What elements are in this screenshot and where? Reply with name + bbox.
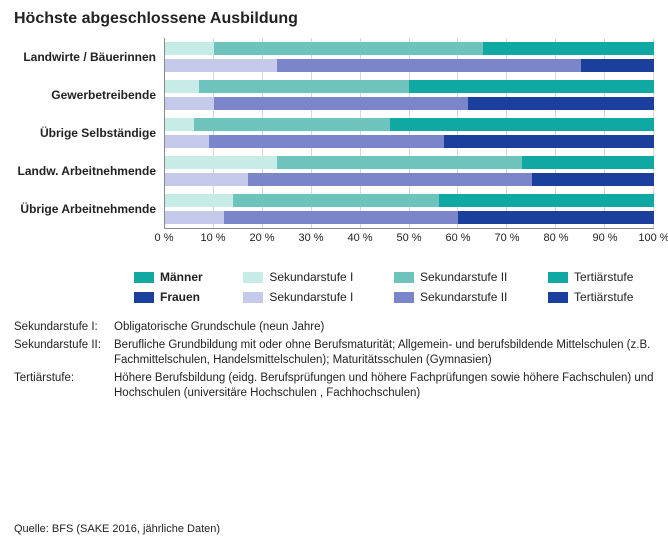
category-label: Gewerbetreibende <box>14 76 156 114</box>
bar-male <box>165 194 654 207</box>
bar-female <box>165 135 654 148</box>
bar-female <box>165 97 654 110</box>
category-label: Landw. Arbeitnehmende <box>14 152 156 190</box>
x-tick: 100 % <box>638 232 668 244</box>
bar-female <box>165 211 654 224</box>
x-tick: 0 % <box>155 232 174 244</box>
bar-group <box>165 114 654 152</box>
bar-female <box>165 59 654 72</box>
category-label: Übrige Arbeitnehmende <box>14 190 156 228</box>
legend-female: Frauen <box>160 290 200 304</box>
legend-f-sek2: Sekundarstufe II <box>420 290 507 304</box>
x-tick: 90 % <box>592 232 617 244</box>
source-text: Quelle: BFS (SAKE 2016, jährliche Daten) <box>14 523 220 535</box>
definition-row: Tertiärstufe:Höhere Berufsbildung (eidg.… <box>14 371 654 402</box>
x-tick: 70 % <box>494 232 519 244</box>
definition-row: Sekundarstufe I:Obligatorische Grundschu… <box>14 320 654 336</box>
legend-m-tert: Tertiärstufe <box>574 270 633 284</box>
y-axis-labels: Landwirte / BäuerinnenGewerbetreibendeÜb… <box>14 38 164 228</box>
bar-group <box>165 152 654 190</box>
definition-row: Sekundarstufe II:Berufliche Grundbildung… <box>14 338 654 369</box>
plot-area <box>164 38 654 228</box>
legend-male: Männer <box>160 270 203 284</box>
bar-male <box>165 42 654 55</box>
x-tick: 20 % <box>249 232 274 244</box>
x-tick: 50 % <box>396 232 421 244</box>
category-label: Übrige Selbständige <box>14 114 156 152</box>
bar-group <box>165 76 654 114</box>
x-tick: 30 % <box>298 232 323 244</box>
x-tick: 10 % <box>200 232 225 244</box>
x-tick: 80 % <box>543 232 568 244</box>
x-tick: 60 % <box>445 232 470 244</box>
x-tick: 40 % <box>347 232 372 244</box>
definitions: Sekundarstufe I:Obligatorische Grundschu… <box>14 320 654 402</box>
legend-m-sek1: Sekundarstufe I <box>269 270 353 284</box>
x-axis: 0 %10 %20 %30 %40 %50 %60 %70 %80 %90 %1… <box>164 228 654 248</box>
bar-groups <box>165 38 654 228</box>
legend-f-tert: Tertiärstufe <box>574 290 633 304</box>
bar-female <box>165 173 654 186</box>
chart-title: Höchste abgeschlossene Ausbildung <box>14 10 654 28</box>
chart-area: Landwirte / BäuerinnenGewerbetreibendeÜb… <box>14 38 654 228</box>
bar-male <box>165 80 654 93</box>
category-label: Landwirte / Bäuerinnen <box>14 38 156 76</box>
bar-male <box>165 118 654 131</box>
legend: Männer Sekundarstufe I Sekundarstufe II … <box>134 270 654 304</box>
bar-group <box>165 190 654 228</box>
bar-group <box>165 38 654 76</box>
bar-male <box>165 156 654 169</box>
legend-m-sek2: Sekundarstufe II <box>420 270 507 284</box>
legend-f-sek1: Sekundarstufe I <box>269 290 353 304</box>
